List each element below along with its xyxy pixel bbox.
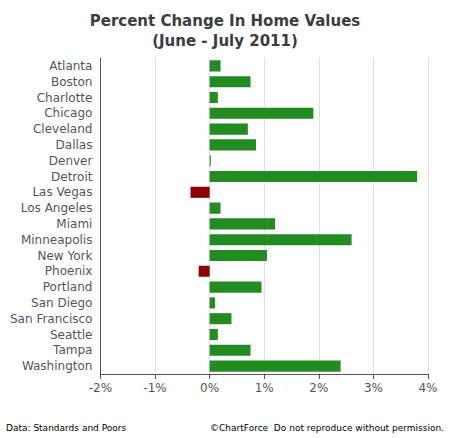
svg-text:San Diego: San Diego (31, 296, 92, 310)
svg-text:©ChartForce Do not reproduce: ©ChartForce Do not reproduce without per… (210, 423, 444, 433)
svg-text:2%: 2% (309, 381, 328, 395)
svg-text:Minneapolis: Minneapolis (21, 233, 93, 247)
svg-text:Seattle: Seattle (50, 328, 92, 342)
svg-text:Phoenix: Phoenix (45, 264, 93, 278)
svg-text:0%: 0% (200, 381, 219, 395)
svg-text:Tampa: Tampa (52, 343, 92, 357)
svg-text:3%: 3% (364, 381, 383, 395)
svg-text:1%: 1% (255, 381, 274, 395)
svg-text:New York: New York (37, 249, 92, 263)
svg-text:Washington: Washington (22, 359, 93, 373)
svg-text:Percent Change In Home Values: Percent Change In Home Values (90, 12, 361, 30)
svg-text:Charlotte: Charlotte (37, 91, 93, 105)
svg-text:-2%: -2% (89, 381, 112, 395)
svg-text:Cleveland: Cleveland (33, 122, 93, 136)
svg-text:Miami: Miami (56, 217, 92, 231)
svg-text:Atlanta: Atlanta (49, 59, 92, 73)
svg-text:Los Angeles: Los Angeles (21, 201, 93, 215)
svg-text:San Francisco: San Francisco (10, 312, 92, 326)
svg-text:-1%: -1% (143, 381, 166, 395)
svg-text:Chicago: Chicago (44, 106, 92, 120)
svg-text:Dallas: Dallas (56, 138, 93, 152)
svg-text:Denver: Denver (49, 154, 93, 168)
svg-text:(June - July 2011): (June - July 2011) (152, 32, 298, 50)
svg-text:Detroit: Detroit (51, 170, 93, 184)
svg-text:Las Vegas: Las Vegas (32, 185, 92, 199)
svg-text:4%: 4% (418, 381, 437, 395)
svg-text:Data: Standards and Poors: Data: Standards and Poors (6, 423, 126, 433)
svg-text:Boston: Boston (51, 75, 92, 89)
svg-text:Portland: Portland (43, 280, 93, 294)
